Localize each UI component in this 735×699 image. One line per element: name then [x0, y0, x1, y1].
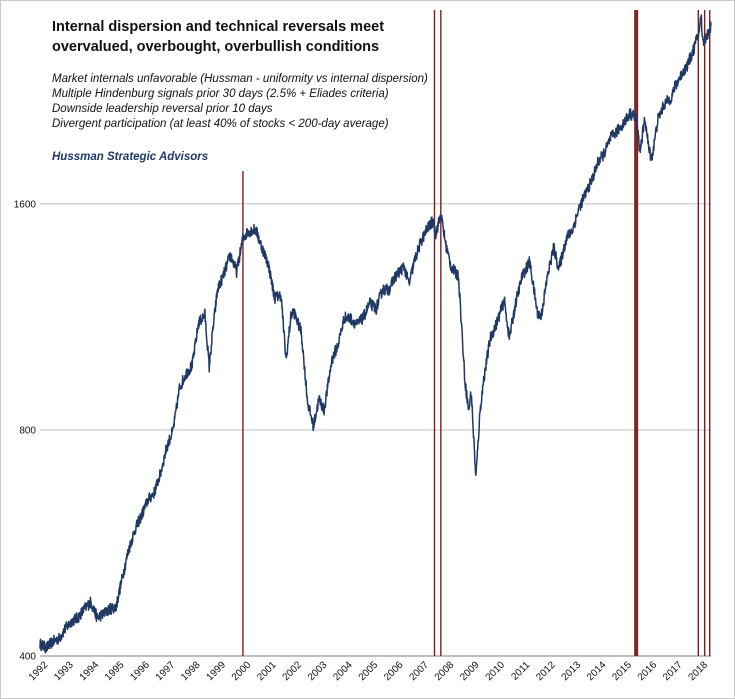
title-block: Internal dispersion and technical revers…: [52, 19, 384, 55]
price-series: [39, 14, 712, 654]
annotation-block: Market internals unfavorable (Hussman - …: [52, 73, 428, 130]
x-tick-label: 2003: [306, 659, 330, 683]
chart-title-line-2: overvalued, overbought, overbullish cond…: [52, 39, 379, 55]
x-tick-label: 2013: [560, 659, 584, 683]
signal-lines: [242, 10, 711, 656]
x-tick-label: 1999: [204, 659, 228, 683]
x-tick-label: 1996: [128, 659, 152, 683]
source-label: Hussman Strategic Advisors: [52, 151, 208, 163]
x-tick-label: 1993: [52, 659, 76, 683]
y-tick-label: 1600: [14, 199, 37, 210]
x-tick-label: 2002: [281, 659, 305, 683]
x-tick-label: 2006: [382, 659, 406, 683]
x-tick-label: 2000: [230, 659, 254, 683]
x-tick-label: 1994: [78, 659, 102, 683]
annotation-3: Downside leadership reversal prior 10 da…: [52, 103, 273, 115]
x-tick-label: 2008: [433, 659, 457, 683]
x-tick-label: 2017: [661, 659, 685, 683]
x-tick-label: 2001: [255, 659, 279, 683]
x-tick-label: 2005: [357, 659, 381, 683]
x-tick-label: 1998: [179, 659, 203, 683]
price-line: [39, 14, 712, 654]
x-tick-label: 2010: [484, 659, 508, 683]
x-tick-label: 2009: [458, 659, 482, 683]
x-tick-label: 2015: [610, 659, 634, 683]
x-tick-label: 1995: [103, 659, 127, 683]
x-tick-label: 2012: [534, 659, 558, 683]
y-tick-label: 400: [19, 652, 36, 663]
x-tick-label: 1997: [154, 659, 178, 683]
annotation-4: Divergent participation (at least 40% of…: [52, 118, 389, 130]
x-axis-ticks: 1992 1993 1994 1995 1996 1997 1998 1999 2000 2001…: [27, 659, 710, 683]
x-tick-label: 2007: [407, 659, 431, 683]
x-tick-label: 2004: [331, 659, 355, 683]
y-axis-ticks: 400 800 1600: [14, 199, 37, 662]
x-tick-label: 2014: [585, 659, 609, 683]
x-tick-label: 2018: [686, 659, 710, 683]
x-tick-label: 2016: [636, 659, 660, 683]
chart-title-line-1: Internal dispersion and technical revers…: [52, 19, 384, 35]
grid-lines: [40, 203, 711, 657]
annotation-1: Market internals unfavorable (Hussman - …: [52, 73, 428, 85]
annotation-2: Multiple Hindenburg signals prior 30 day…: [52, 88, 389, 100]
y-tick-label: 800: [19, 425, 36, 436]
x-tick-label: 2011: [509, 659, 532, 682]
x-tick-label: 1992: [27, 659, 51, 683]
